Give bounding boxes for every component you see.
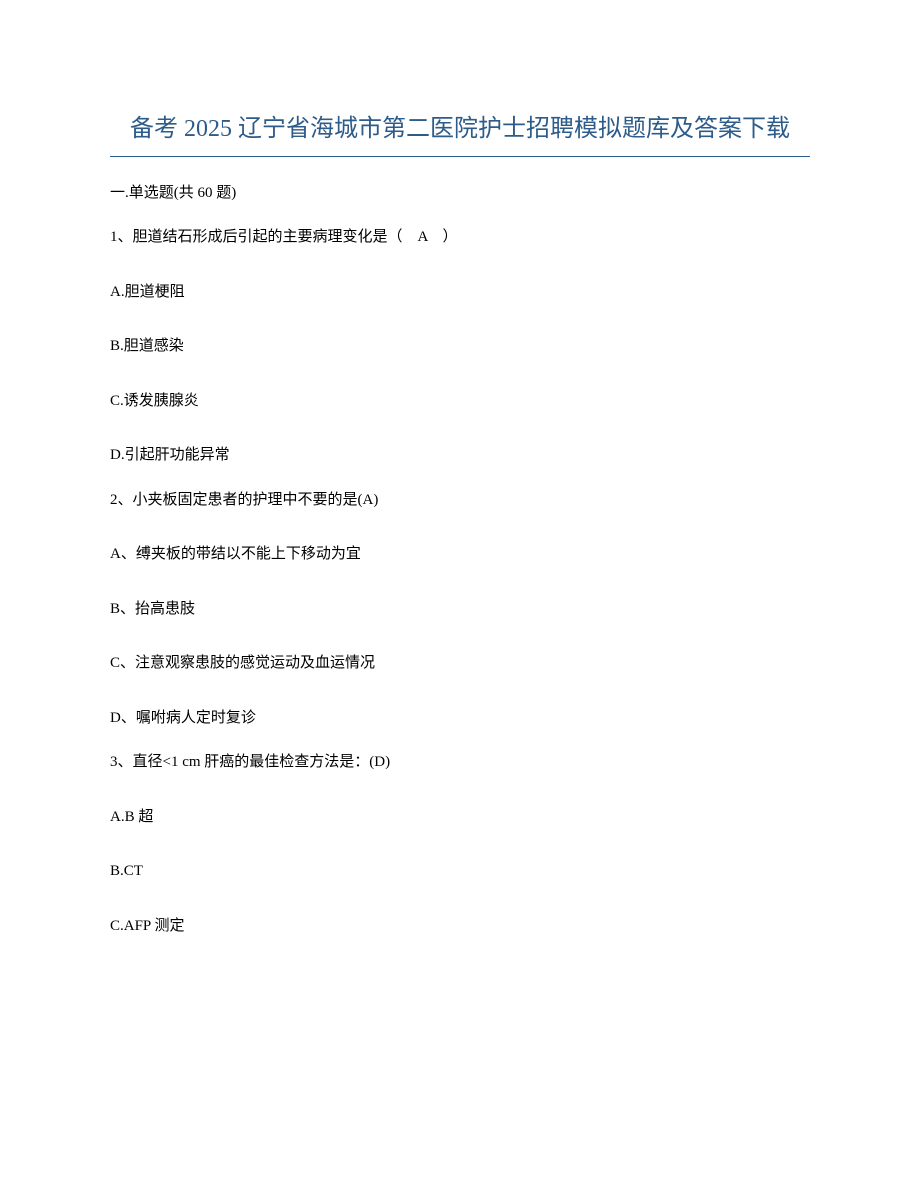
question-2-option-d: D、嘱咐病人定时复诊 [110,707,810,730]
question-1-text: 1、胆道结石形成后引起的主要病理变化是（ A ） [110,226,810,249]
question-3-option-b: B.CT [110,860,810,883]
question-3-text: 3、直径<1 cm 肝癌的最佳检查方法是：(D) [110,751,810,774]
question-3-option-a: A.B 超 [110,806,810,829]
question-2-text: 2、小夹板固定患者的护理中不要的是(A) [110,489,810,512]
question-1-option-a: A.胆道梗阻 [110,281,810,304]
title-divider [110,156,810,157]
question-2-option-c: C、注意观察患肢的感觉运动及血运情况 [110,652,810,675]
question-1-option-b: B.胆道感染 [110,335,810,358]
question-2-option-a: A、缚夹板的带结以不能上下移动为宜 [110,543,810,566]
section-header: 一.单选题(共 60 题) [110,181,810,202]
question-3-option-c: C.AFP 测定 [110,915,810,938]
question-1-option-d: D.引起肝功能异常 [110,444,810,467]
question-1-option-c: C.诱发胰腺炎 [110,390,810,413]
question-2-option-b: B、抬高患肢 [110,598,810,621]
document-title: 备考 2025 辽宁省海城市第二医院护士招聘模拟题库及答案下载 [110,110,810,148]
